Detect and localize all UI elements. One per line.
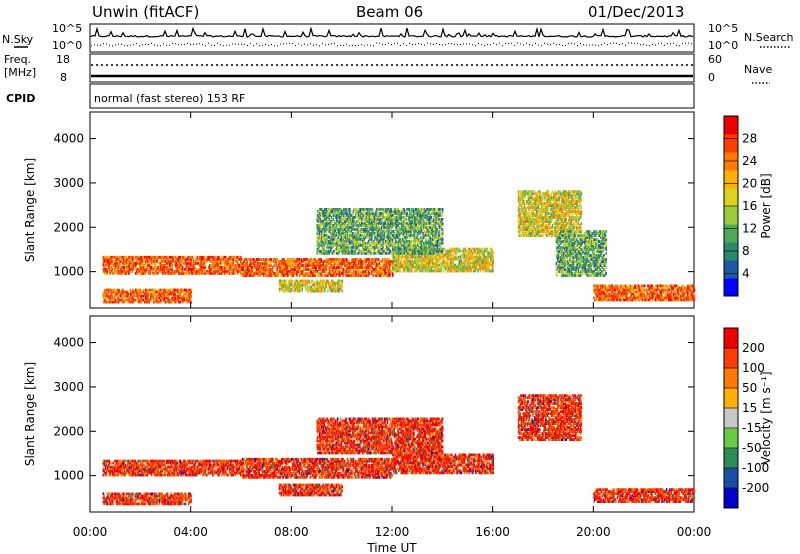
- noise-traces: [90, 26, 694, 47]
- x-tick-label: 08:00: [274, 525, 309, 539]
- colorbar-swatch: [724, 368, 738, 389]
- colorbar-tick-label: 15: [742, 401, 757, 415]
- echo-cells: [102, 394, 696, 506]
- nave-tick-bottom: 0: [708, 71, 715, 84]
- colorbar-tick-label: 50: [742, 381, 757, 395]
- colorbar-tick-label: 28: [742, 132, 757, 146]
- noise-tick-right-bottom: 10^0: [708, 39, 738, 52]
- cpid-strip-frame: [89, 83, 695, 109]
- x-tick-label: 20:00: [576, 525, 611, 539]
- x-tick-label: 00:00: [73, 525, 108, 539]
- colorbar-tick-label: -100: [742, 461, 769, 475]
- noise-tick-right-top: 10^5: [708, 22, 738, 35]
- nsearch-trace: [91, 42, 692, 47]
- colorbar-tick-label: -200: [742, 481, 769, 495]
- y-tick-label: 1000: [53, 265, 84, 279]
- freq-tick-top: 18: [56, 53, 70, 66]
- date-title: 01/Dec/2013: [588, 3, 684, 21]
- freq-strip-frame: [89, 53, 695, 83]
- time-axis-title: Time UT: [366, 541, 417, 554]
- colorbar-swatch: [724, 188, 738, 207]
- station-title: Unwin (fitACF): [92, 3, 199, 21]
- colorbar-tick-label: 100: [742, 361, 765, 375]
- colorbar-swatch: [724, 468, 738, 489]
- colorbar-swatch: [724, 206, 738, 225]
- colorbar-swatch: [724, 134, 738, 153]
- colorbar-title: Power [dB]: [759, 173, 773, 238]
- plot-frame: [89, 315, 695, 513]
- colorbar-tick-label: 4: [742, 267, 750, 281]
- colorbar-swatch: [724, 448, 738, 469]
- colorbar-swatch: [724, 224, 738, 243]
- colorbar-swatch: [724, 348, 738, 369]
- colorbar-swatch: [724, 170, 738, 189]
- y-tick-label: 4000: [53, 336, 84, 350]
- nsky-label: N.Sky: [2, 33, 34, 46]
- y-tick-label: 1000: [53, 469, 84, 483]
- colorbar-tick-label: 8: [742, 244, 750, 258]
- colorbar-swatch: [724, 116, 738, 135]
- colorbar-swatch: [724, 260, 738, 279]
- colorbar-tick-label: 16: [742, 199, 757, 213]
- freq-tick-bottom: 8: [60, 71, 67, 84]
- colorbar-swatch: [724, 428, 738, 449]
- colorbar-swatch: [724, 328, 738, 349]
- colorbar-frame: [723, 327, 739, 509]
- freq-label: Freq.: [4, 53, 31, 66]
- beam-title: Beam 06: [356, 3, 423, 21]
- colorbar-swatch: [724, 388, 738, 409]
- x-tick-label: 12:00: [375, 525, 410, 539]
- colorbar-tick-label: -15: [742, 421, 762, 435]
- y-axis-title: Slant Range [km]: [23, 362, 37, 466]
- colorbar-tick-label: 12: [742, 222, 757, 236]
- noise-strip-frame: [89, 23, 695, 53]
- nave-tick-top: 60: [708, 53, 722, 66]
- y-tick-label: 2000: [53, 424, 84, 438]
- cpid-text: normal (fast stereo) 153 RF: [94, 92, 245, 105]
- colorbar-tick-label: 200: [742, 341, 765, 355]
- noise-tick-left-bottom: 10^0: [52, 39, 82, 52]
- colorbar-tick-label: -50: [742, 441, 762, 455]
- echo-cells: [102, 190, 696, 304]
- y-tick-label: 2000: [53, 220, 84, 234]
- colorbar-swatch: [724, 278, 738, 297]
- velocity-panel: 1000 2000 3000 4000 Slant Range [km] 200 100 50…: [23, 315, 773, 513]
- cpid-label: CPID: [6, 92, 35, 105]
- time-axis: 00:00 04:00 08:00 12:00 16:00 20:00 00:00: [73, 112, 712, 539]
- x-tick-label: 16:00: [475, 525, 510, 539]
- nave-label: Nave: [744, 63, 772, 76]
- y-tick-label: 3000: [53, 380, 84, 394]
- y-axis-title: Slant Range [km]: [23, 158, 37, 262]
- power-panel: 1000 2000 3000 4000 Slant Range [km] 28 24 20 16…: [23, 111, 773, 309]
- colorbar-swatch: [724, 408, 738, 429]
- nsearch-label: N.Search: [744, 31, 794, 44]
- colorbar-title: Velocity [m s⁻¹]: [759, 371, 773, 464]
- noise-tick-left-top: 10^5: [52, 22, 82, 35]
- colorbar-swatch: [724, 488, 738, 509]
- y-tick-label: 3000: [53, 176, 84, 190]
- x-tick-label: 04:00: [173, 525, 208, 539]
- freq-unit: [MHz]: [4, 66, 36, 79]
- colorbar-tick-label: 20: [742, 177, 757, 191]
- nsky-trace: [90, 26, 694, 38]
- x-tick-label: 00:00: [677, 525, 712, 539]
- y-tick-label: 4000: [53, 132, 84, 146]
- colorbar-tick-label: 24: [742, 154, 757, 168]
